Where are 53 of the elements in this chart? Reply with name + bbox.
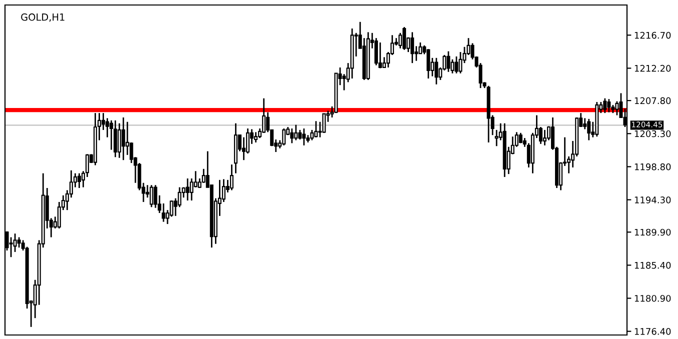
candlestick	[402, 26, 406, 51]
candlestick	[262, 98, 266, 134]
y-tick-label: 1189.90	[634, 228, 671, 236]
text: GOLD,H1	[21, 13, 64, 22]
y-tick-label: 1176.40	[634, 328, 671, 335]
candlestick	[186, 178, 190, 202]
candlestick	[13, 232, 17, 253]
candlestick	[170, 200, 174, 218]
candlestick	[446, 50, 450, 73]
candlestick	[454, 56, 458, 74]
candlestick	[615, 100, 619, 116]
candlestick	[314, 120, 318, 138]
candlestick	[298, 129, 302, 140]
candlestick	[458, 51, 462, 74]
candlestick	[162, 202, 166, 223]
y-tick-label: 1203.30	[634, 130, 671, 138]
y-tick-label: 1207.80	[634, 97, 671, 104]
candlestick	[17, 236, 21, 248]
candlestick	[322, 113, 326, 134]
candlestick	[294, 124, 298, 141]
candlestick	[603, 98, 607, 114]
candlestick	[398, 32, 402, 50]
candlestick	[114, 120, 118, 158]
candlestick	[254, 131, 258, 144]
candlestick	[583, 117, 587, 130]
candlestick	[374, 37, 378, 66]
y-tick-label: 1185.40	[634, 262, 671, 269]
y-tick-label: 1194.30	[634, 196, 671, 204]
candlestick	[77, 172, 81, 189]
candlestick	[542, 129, 546, 146]
candlestick	[426, 48, 430, 80]
candlestick	[230, 164, 234, 191]
candlestick	[154, 184, 158, 209]
candlestick	[378, 42, 382, 69]
candlestick	[126, 121, 130, 156]
y-tick-label: 1216.70	[634, 32, 671, 39]
candlestick	[122, 116, 126, 161]
candlestick	[242, 136, 246, 161]
candlestick	[150, 184, 154, 208]
candlestick	[310, 129, 314, 141]
candlestick	[587, 118, 591, 141]
candlestick	[202, 168, 206, 184]
y-tick-label: 1198.80	[634, 163, 671, 170]
candlestick	[282, 128, 286, 146]
y-tick-label: 1180.90	[634, 294, 671, 302]
candlestick	[290, 128, 294, 144]
candlestick	[410, 32, 414, 64]
candlestick	[382, 56, 386, 68]
candlestick	[607, 98, 611, 113]
candlestick	[302, 128, 306, 146]
y-tick-label: 1212.20	[634, 64, 671, 72]
candlestick	[434, 57, 438, 86]
candlestick	[178, 186, 182, 208]
